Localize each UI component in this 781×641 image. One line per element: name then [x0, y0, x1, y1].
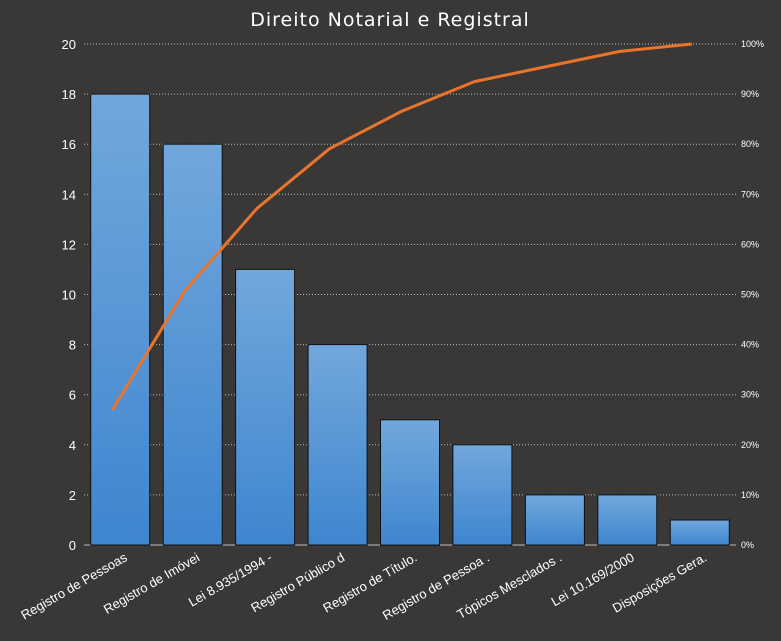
y-right-tick-label: 40% — [741, 340, 759, 350]
y-right-tick-label: 100% — [741, 39, 764, 49]
bar — [452, 444, 513, 546]
bar — [669, 519, 730, 546]
y-left-tick-label: 2 — [69, 488, 76, 503]
y-left-tick-label: 16 — [62, 137, 76, 152]
y-right-tick-label: 60% — [741, 239, 759, 249]
y-left-tick-label: 4 — [69, 438, 76, 453]
y-right-tick-label: 20% — [741, 440, 759, 450]
bars — [90, 93, 730, 546]
cumulative-percent-line — [110, 42, 692, 411]
bar — [597, 494, 658, 546]
cumulative-line — [110, 42, 692, 411]
y-right-tick-label: 50% — [741, 290, 759, 300]
y-left-tick-label: 14 — [62, 187, 76, 202]
chart-title: Direito Notarial e Registral — [250, 9, 530, 31]
y-right-tick-label: 0% — [741, 540, 754, 550]
bar — [524, 494, 585, 546]
left-axis-ticks: 0 2 4 6 8 10 12 14 16 18 20 — [62, 37, 76, 553]
bar — [235, 268, 296, 546]
y-right-tick-label: 90% — [741, 89, 759, 99]
y-right-tick-label: 10% — [741, 490, 759, 500]
y-left-tick-label: 18 — [62, 87, 76, 102]
y-left-tick-label: 8 — [69, 338, 76, 353]
y-right-tick-label: 80% — [741, 139, 759, 149]
y-left-tick-label: 0 — [69, 538, 76, 553]
y-left-tick-label: 20 — [62, 37, 76, 52]
bar — [307, 344, 368, 546]
y-right-tick-label: 30% — [741, 390, 759, 400]
y-left-tick-label: 6 — [69, 388, 76, 403]
bar — [380, 419, 440, 546]
y-left-tick-label: 10 — [62, 288, 76, 303]
right-axis-ticks: 0% 10% 20% 30% 40% 50% 60% 70% 80% 90% 100% — [741, 39, 764, 550]
y-right-tick-label: 70% — [741, 189, 759, 199]
bar — [90, 93, 151, 546]
bar — [162, 143, 223, 546]
y-left-tick-label: 12 — [62, 237, 76, 252]
